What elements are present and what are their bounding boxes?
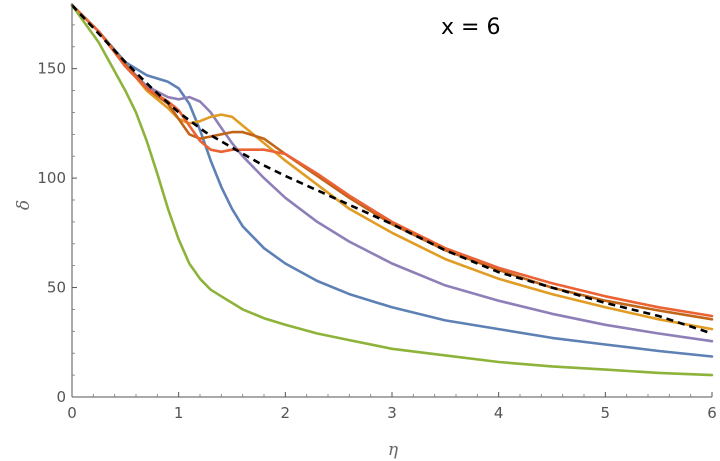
- x-axis-label: η: [388, 440, 399, 460]
- series-line-5: [70, 3, 714, 318]
- axes: 0 1 2 3 4 5 6 0 50 100 150: [37, 3, 717, 422]
- series-line-dashed: [71, 4, 713, 335]
- x-tick-label: 0: [67, 404, 77, 422]
- x-tick-label: 5: [601, 404, 611, 422]
- y-tick-label: 150: [37, 60, 66, 78]
- chart-annotation: x = 6: [441, 15, 500, 40]
- x-tick-label: 2: [281, 404, 291, 422]
- x-tick-label: 6: [707, 404, 717, 422]
- x-tick-label: 4: [494, 404, 504, 422]
- y-axis-label: δ: [14, 200, 34, 210]
- series-line-3: [70, 3, 714, 331]
- plot-series: [70, 3, 714, 377]
- x-tick-label: 3: [387, 404, 397, 422]
- x-tick-label: 1: [174, 404, 184, 422]
- series-line-6: [70, 3, 714, 377]
- y-tick-label: 0: [56, 388, 66, 406]
- series-line-1: [70, 3, 714, 358]
- series-line-4: [70, 3, 714, 321]
- series-line-2: [70, 3, 714, 343]
- y-tick-label: 50: [47, 279, 66, 297]
- y-tick-label: 100: [37, 169, 66, 187]
